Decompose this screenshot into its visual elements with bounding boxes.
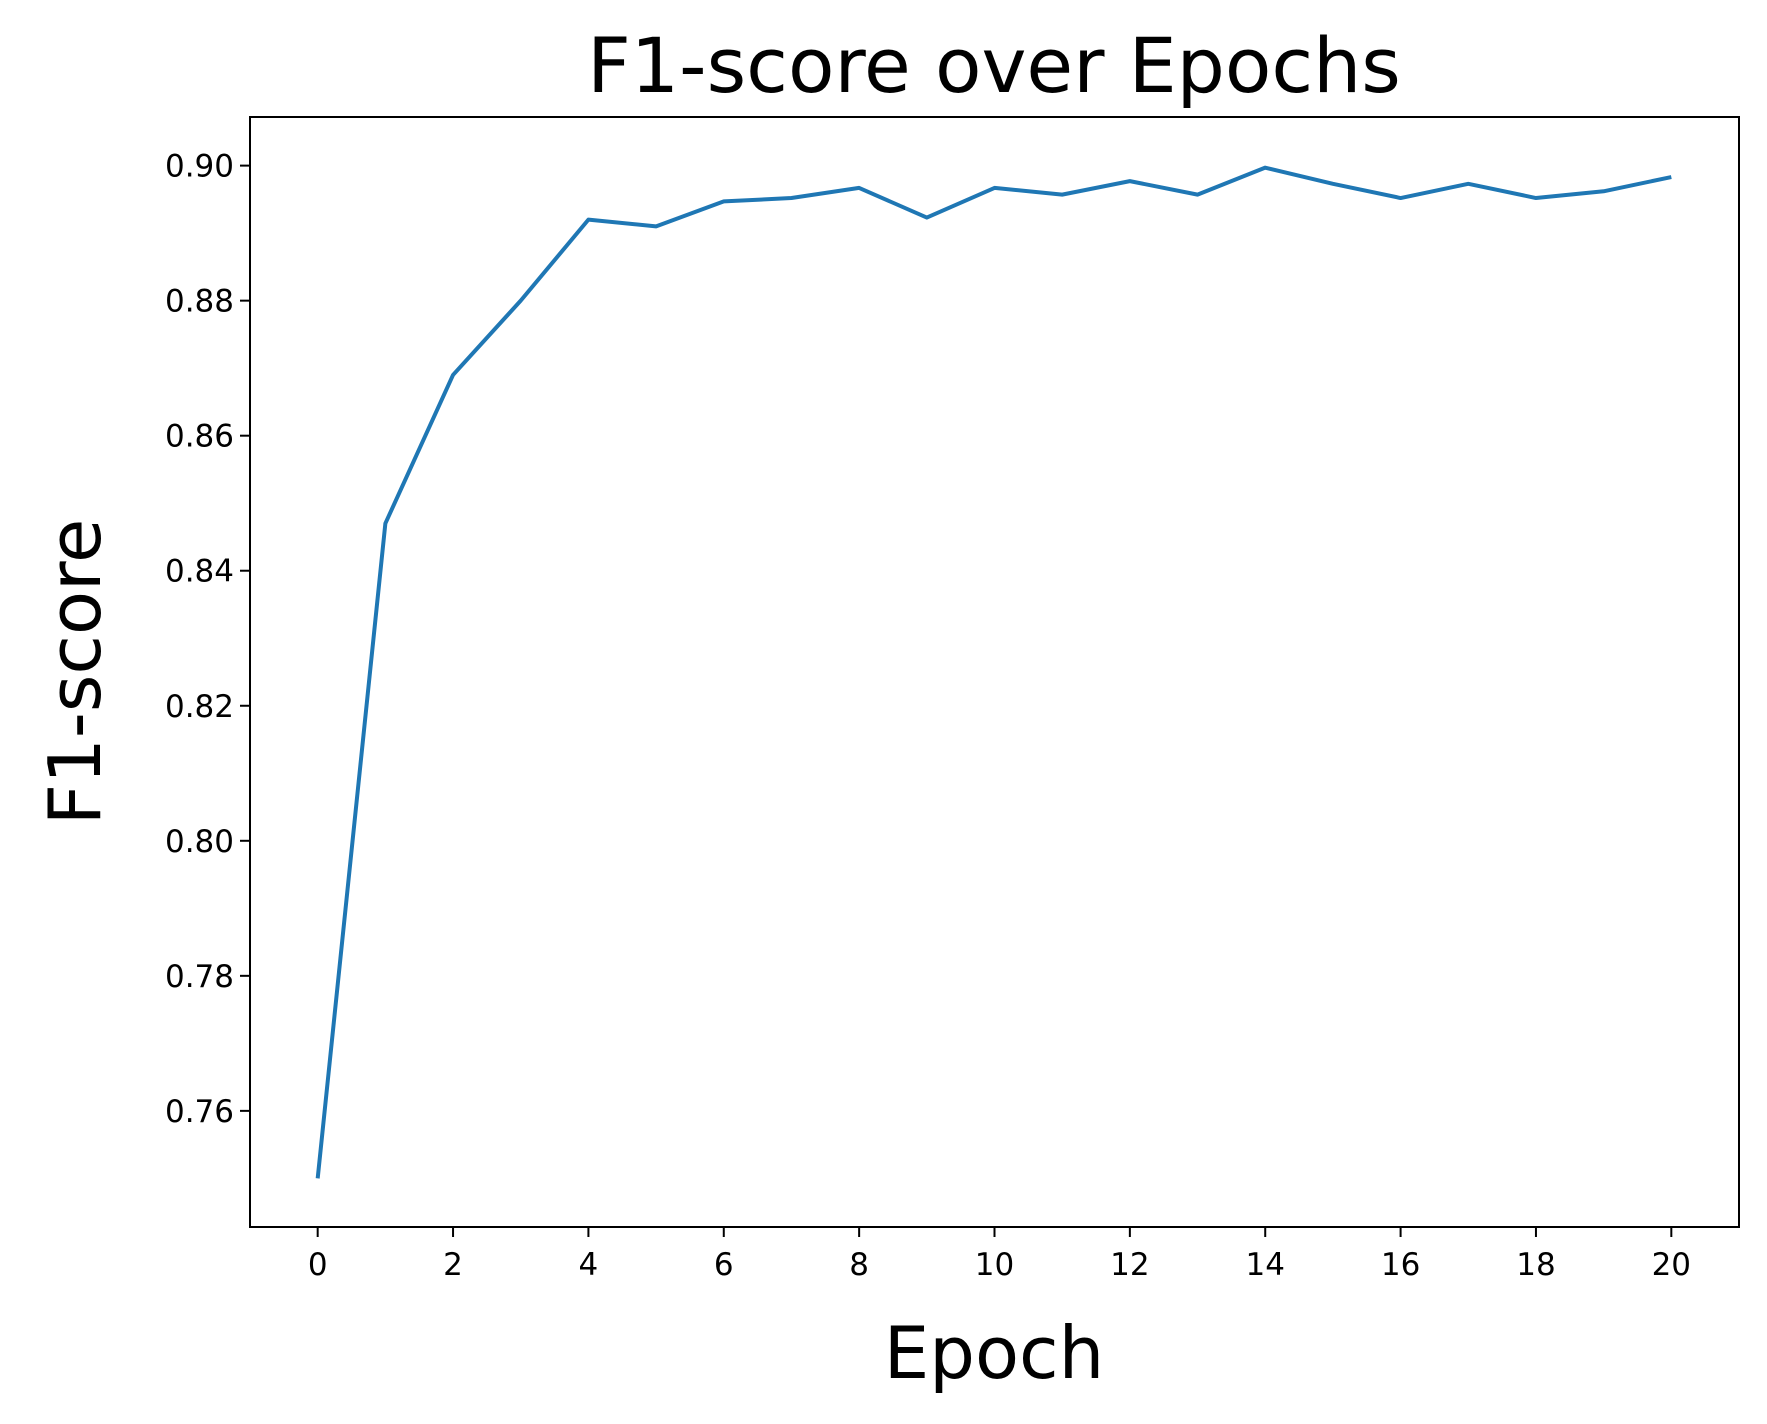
chart-title: F1-score over Epochs: [587, 21, 1401, 110]
y-tick-label: 0.78: [165, 959, 234, 995]
x-tick-label: 8: [849, 1247, 869, 1283]
x-tick-label: 4: [579, 1247, 599, 1283]
y-tick-label: 0.82: [165, 689, 234, 725]
x-tick-label: 12: [1110, 1247, 1149, 1283]
x-tick-label: 16: [1381, 1247, 1420, 1283]
x-tick-label: 10: [975, 1247, 1014, 1283]
y-tick-label: 0.76: [165, 1094, 234, 1130]
y-tick-label: 0.88: [165, 284, 234, 320]
y-tick-label: 0.84: [165, 554, 234, 590]
x-tick-label: 2: [443, 1247, 463, 1283]
x-tick-label: 0: [308, 1247, 328, 1283]
x-tick-label: 20: [1652, 1247, 1691, 1283]
x-tick-label: 6: [714, 1247, 734, 1283]
x-tick-label: 14: [1246, 1247, 1285, 1283]
x-axis-label: Epoch: [884, 1311, 1104, 1395]
line-series: [315, 165, 1672, 1179]
y-axis-label: F1-score: [33, 519, 117, 826]
y-tick-label: 0.86: [165, 419, 234, 455]
x-tick-label: 18: [1516, 1247, 1555, 1283]
plot-frame: [249, 116, 1740, 1228]
y-tick-label: 0.80: [165, 824, 234, 860]
y-tick-label: 0.90: [165, 149, 234, 185]
